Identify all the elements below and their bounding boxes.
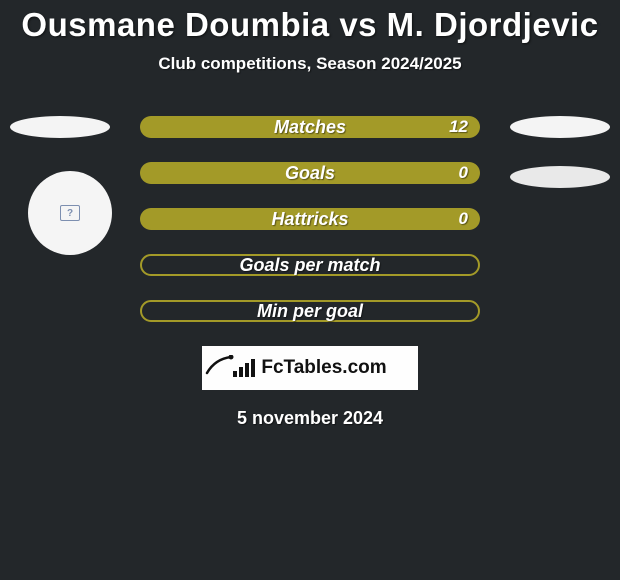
brand-bar <box>245 363 249 377</box>
stat-row: Hattricks 0 <box>140 208 480 230</box>
stat-row: Matches 12 <box>140 116 480 138</box>
brand-text: FcTables.com <box>261 357 386 379</box>
stat-row: Min per goal <box>140 300 480 322</box>
brand-bar <box>239 367 243 377</box>
comparison-panel: Ousmane Doumbia vs M. Djordjevic Club co… <box>0 0 620 429</box>
brand-chart-icon <box>233 359 255 377</box>
stat-value: 0 <box>459 209 468 229</box>
player-right-ellipse-1 <box>510 116 610 138</box>
stat-label: Min per goal <box>257 301 363 322</box>
stat-label: Matches <box>274 117 346 138</box>
player-left-avatar: ? <box>28 171 112 255</box>
stats-area: ? Matches 12 Goals 0 Hattricks 0 Goals per mat… <box>0 116 620 322</box>
brand-line-icon <box>205 355 235 377</box>
stat-value: 12 <box>449 117 468 137</box>
page-subtitle: Club competitions, Season 2024/2025 <box>158 54 461 74</box>
stat-row: Goals 0 <box>140 162 480 184</box>
page-title: Ousmane Doumbia vs M. Djordjevic <box>21 6 598 44</box>
player-left-ellipse <box>10 116 110 138</box>
brand-bar <box>251 359 255 377</box>
avatar-placeholder-glyph: ? <box>67 208 73 219</box>
date-text: 5 november 2024 <box>237 408 383 429</box>
brand-badge: FcTables.com <box>202 346 418 390</box>
stat-label: Hattricks <box>271 209 348 230</box>
stat-label: Goals per match <box>239 255 380 276</box>
avatar-placeholder-icon: ? <box>60 205 80 221</box>
stat-row: Goals per match <box>140 254 480 276</box>
stat-label: Goals <box>285 163 335 184</box>
player-right-ellipse-2 <box>510 166 610 188</box>
stat-value: 0 <box>459 163 468 183</box>
